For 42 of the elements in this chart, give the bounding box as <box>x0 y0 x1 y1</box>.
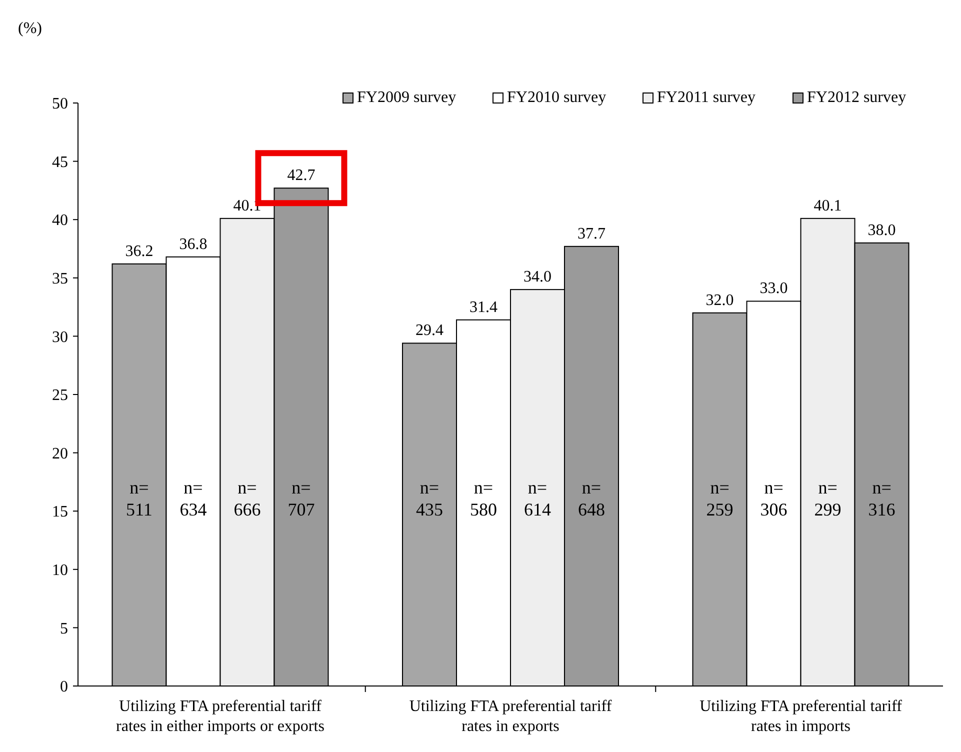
y-tick-label: 20 <box>52 445 68 462</box>
y-tick-label: 45 <box>52 154 68 171</box>
annotation: n= 707 <box>288 478 315 520</box>
x-tick-label: Utilizing FTA preferential tariff rates in imports <box>700 698 903 735</box>
legend-label: FY2011 survey <box>657 89 756 106</box>
legend-label: FY2010 survey <box>507 89 606 106</box>
y-tick-label: 40 <box>52 212 68 230</box>
data-label: 34.0 <box>524 268 552 286</box>
x-tick-label: Utilizing FTA preferential tariff rates in either imports or exports <box>116 698 324 735</box>
y-tick-label: 35 <box>52 270 68 288</box>
y-tick-label: 5 <box>60 620 68 638</box>
x-tick-label: Utilizing FTA preferential tariff rates in exports <box>409 698 612 735</box>
annotation: n= 614 <box>524 478 551 520</box>
annotation: n= 299 <box>814 478 842 520</box>
y-tick-label: 10 <box>52 562 68 579</box>
data-label: 38.0 <box>868 222 896 239</box>
y-tick-label: 30 <box>52 328 68 346</box>
annotation: n= 580 <box>470 478 497 520</box>
data-label: 37.7 <box>578 225 606 242</box>
y-axis-title: (%) <box>18 20 42 37</box>
data-label: 33.0 <box>760 280 788 298</box>
data-label: 42.7 <box>287 167 316 184</box>
y-tick-label: 25 <box>52 387 68 404</box>
y-tick-label: 0 <box>60 678 68 696</box>
annotation: n= 648 <box>578 478 605 520</box>
annotation: n= 306 <box>760 478 788 520</box>
annotation: n= 435 <box>416 478 443 520</box>
annotation: n= 511 <box>126 478 152 520</box>
annotation: n= 666 <box>234 478 261 520</box>
data-label: 40.1 <box>814 197 842 214</box>
annotation: n= 634 <box>180 478 207 520</box>
y-tick-label: 15 <box>52 504 68 521</box>
data-label: 36.8 <box>179 236 208 253</box>
data-label: 29.4 <box>416 322 444 340</box>
data-label: 32.0 <box>706 292 734 309</box>
data-label: 31.4 <box>470 298 498 316</box>
annotation: n= 259 <box>706 478 734 520</box>
legend-label: FY2009 survey <box>357 89 456 106</box>
legend-label: FY2012 survey <box>807 89 906 106</box>
y-tick-label: 50 <box>52 96 68 113</box>
data-label: 36.2 <box>125 242 154 260</box>
annotation: n= 316 <box>868 478 896 520</box>
